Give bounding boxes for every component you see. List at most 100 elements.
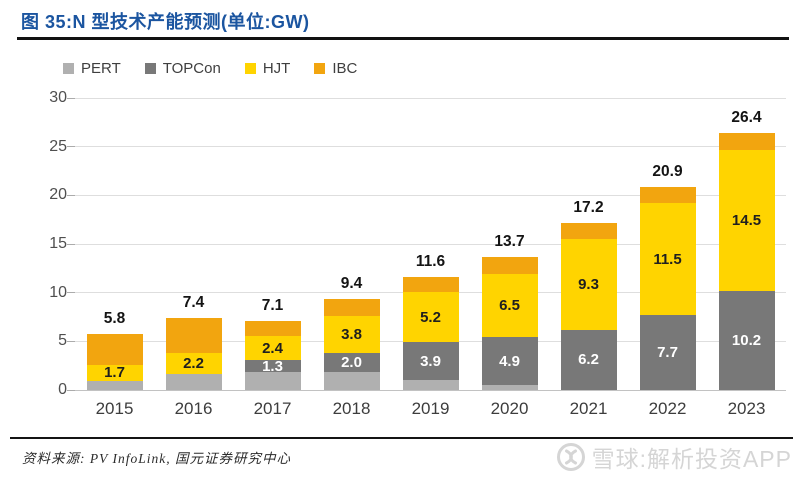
segment-value-label: 7.7 <box>657 344 678 362</box>
total-label-2022: 20.9 <box>652 162 683 180</box>
segment-topcon-2020: 4.9 <box>481 337 538 386</box>
xueqiu-snowball-logo-icon <box>556 443 585 471</box>
bar-stack: 10.2 14.5 <box>718 133 775 390</box>
segment-hjt-2018: 3.8 <box>323 316 380 354</box>
y-axis-label-0: 0 <box>58 381 67 398</box>
x-axis-label-2023: 2023 <box>727 399 766 418</box>
segment-ibc-2019 <box>402 277 459 292</box>
y-tick-mark <box>67 194 75 196</box>
segment-ibc-2023 <box>718 133 775 150</box>
bar-column-2022: 20.9 7.7 11.5 2022 <box>628 98 707 418</box>
segment-topcon-2021: 6.2 <box>560 329 617 390</box>
bar-stack: 6.2 9.3 <box>560 222 617 390</box>
footer-divider <box>10 437 793 439</box>
segment-value-label: 3.9 <box>420 352 441 370</box>
segment-value-label: 10.2 <box>731 331 762 349</box>
legend-label: PERT <box>81 60 121 77</box>
legend-item-pert: PERT <box>63 60 121 77</box>
x-axis-label-2015: 2015 <box>95 399 134 418</box>
bar-column-2021: 17.2 6.2 9.3 2021 <box>549 98 628 418</box>
y-axis-label-20: 20 <box>49 186 67 204</box>
figure-title: 图 35:N 型技术产能预测(单位:GW) <box>21 12 310 32</box>
segment-value-label: 1.3 <box>262 357 283 375</box>
legend-swatch-topcon-icon <box>144 63 156 74</box>
total-label-2019: 11.6 <box>415 253 446 271</box>
bar-stack: 1.3 2.4 <box>244 320 301 390</box>
segment-topcon-2022: 7.7 <box>639 315 696 390</box>
y-tick-mark <box>67 292 75 294</box>
legend-label: HJT <box>262 60 291 77</box>
segment-topcon-2019: 3.9 <box>402 342 459 381</box>
bar-stack: 4.9 6.5 <box>481 256 538 390</box>
segment-pert-2020 <box>481 385 538 390</box>
bar-column-2017: 7.1 1.3 2.4 2017 <box>233 98 312 418</box>
y-tick-mark <box>67 146 75 148</box>
total-label-2015: 5.8 <box>103 309 126 327</box>
segment-value-label: 11.5 <box>653 250 682 268</box>
source-note: 资料来源: PV InfoLink, 国元证券研究中心 <box>22 451 291 466</box>
segment-hjt-2020: 6.5 <box>481 274 538 338</box>
plot-area: 0 5 10 15 20 25 30 5.8 1.7 2015 7.4 2.2 2016 7.1 1.3 2… <box>49 89 786 418</box>
legend-swatch-pert-icon <box>63 63 74 74</box>
segment-ibc-2020 <box>481 256 538 275</box>
legend-swatch-hjt-icon <box>244 63 256 74</box>
chart-legend: PERT TOPCon HJT IBC <box>63 60 357 77</box>
bar-stack: 2.0 3.8 <box>323 298 380 390</box>
segment-value-label: 2.4 <box>262 339 283 357</box>
legend-swatch-ibc-icon <box>314 63 326 74</box>
segment-ibc-2015 <box>86 333 143 365</box>
y-axis-label-15: 15 <box>49 235 67 252</box>
segment-value-label: 6.5 <box>499 297 520 315</box>
segment-ibc-2017 <box>244 320 301 337</box>
segment-value-label: 3.8 <box>341 326 362 344</box>
x-axis-label-2020: 2020 <box>490 399 529 418</box>
segment-value-label: 2.2 <box>183 355 204 373</box>
segment-hjt-2017: 2.4 <box>244 336 301 360</box>
segment-topcon-2017: 1.3 <box>244 357 301 375</box>
segment-pert-2015 <box>86 381 143 390</box>
y-tick-mark <box>67 389 75 391</box>
legend-item-hjt: HJT <box>244 60 291 77</box>
segment-value-label: 2.0 <box>341 354 362 372</box>
segment-hjt-2021: 9.3 <box>560 239 617 330</box>
total-label-2018: 9.4 <box>340 274 363 292</box>
segment-hjt-2022: 11.5 <box>639 203 696 316</box>
x-axis-label-2017: 2017 <box>253 399 292 418</box>
bar-column-2020: 13.7 4.9 6.5 2020 <box>470 98 549 418</box>
segment-value-label: 4.9 <box>499 352 520 370</box>
segment-value-label: 6.2 <box>578 351 599 369</box>
y-axis-label-25: 25 <box>49 137 67 155</box>
segment-hjt-2019: 5.2 <box>402 291 459 343</box>
segment-value-label: 9.3 <box>578 275 599 293</box>
y-axis-label-30: 30 <box>49 89 67 106</box>
y-tick-mark <box>67 243 75 245</box>
legend-label: TOPCon <box>162 60 221 77</box>
gridline-25 <box>75 146 786 148</box>
segment-value-label: 5.2 <box>420 308 441 326</box>
watermark-text: 雪球:解析投资APP <box>591 446 792 472</box>
y-tick-mark <box>67 97 75 99</box>
bar-column-2019: 11.6 3.9 5.2 2019 <box>391 98 470 418</box>
segment-hjt-2023: 14.5 <box>718 149 775 291</box>
x-axis-label-2019: 2019 <box>411 399 450 418</box>
bar-column-2023: 26.4 10.2 14.5 2023 <box>707 98 786 418</box>
segment-pert-2019 <box>402 380 459 390</box>
bar-column-2016: 7.4 2.2 2016 <box>154 98 233 418</box>
segment-pert-2018 <box>323 372 380 390</box>
segment-topcon-2023: 10.2 <box>718 290 775 390</box>
bars-layer: 5.8 1.7 2015 7.4 2.2 2016 7.1 1.3 2.4 2017 9.4 2.0 3… <box>75 98 786 418</box>
total-label-2016: 7.4 <box>182 293 205 311</box>
x-axis-label-2016: 2016 <box>174 399 213 418</box>
segment-ibc-2018 <box>323 298 380 317</box>
bar-stack: 1.7 <box>86 333 143 390</box>
x-axis-label-2022: 2022 <box>648 399 687 418</box>
total-label-2023: 26.4 <box>731 109 762 127</box>
watermark: 雪球:解析投资APP <box>556 440 792 474</box>
title-divider <box>17 37 789 40</box>
y-axis-label-10: 10 <box>49 283 67 301</box>
gridline-15 <box>75 243 786 245</box>
segment-pert-2017 <box>244 372 301 390</box>
legend-item-topcon: TOPCon <box>144 60 221 77</box>
segment-topcon-2018: 2.0 <box>323 353 380 373</box>
